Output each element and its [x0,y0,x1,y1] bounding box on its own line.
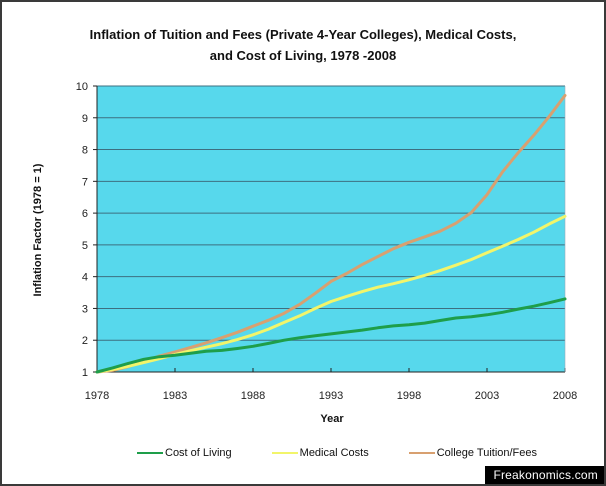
y-tick-label: 1 [82,367,88,379]
legend-item-cost-of-living: Cost of Living [137,447,232,459]
series-line-college-tuition [95,94,567,374]
y-tick-label: 4 [82,272,88,284]
legend: Cost of Living Medical Costs College Tui… [137,447,577,459]
legend-swatch-cost-of-living [137,452,163,454]
chart-title-line-2: and Cost of Living, 1978 -2008 [209,48,397,63]
legend-swatch-college-tuition [408,452,435,454]
y-tick-label: 5 [82,240,88,252]
plot-background [97,86,565,372]
y-axis-label: Inflation Factor (1978 = 1) [32,163,44,297]
y-tick-label: 3 [82,303,88,315]
chart-title: Inflation of Tuition and Fees (Private 4… [2,24,604,66]
y-tick-label: 8 [82,145,88,157]
chart-title-line-1: Inflation of Tuition and Fees (Private 4… [89,27,517,42]
y-tick-label: 2 [82,335,88,347]
x-tick-label: 1978 [85,390,109,402]
legend-label: Medical Costs [299,447,369,459]
x-tick-label: 2003 [475,390,499,402]
series-line-cost-of-living [95,297,567,374]
x-tick-label: 1993 [319,390,343,402]
y-tick-label: 9 [82,113,88,125]
legend-item-medical-costs: Medical Costs [271,447,369,459]
x-tick-label: 1998 [397,390,421,402]
x-axis-label: Year [320,413,344,425]
watermark: Freakonomics.com [485,466,604,484]
x-tick-label: 1983 [163,390,187,402]
x-tick-label: 2008 [553,390,577,402]
legend-label: College Tuition/Fees [436,447,538,459]
y-tick-label: 10 [76,81,88,93]
x-tick-label: 1988 [241,390,265,402]
y-tick-label: 6 [82,208,88,220]
y-tick-label: 7 [82,176,88,188]
legend-swatch-medical-costs [271,452,298,454]
legend-label: Cost of Living [165,447,232,459]
legend-item-college-tuition: College Tuition/Fees [408,447,538,459]
